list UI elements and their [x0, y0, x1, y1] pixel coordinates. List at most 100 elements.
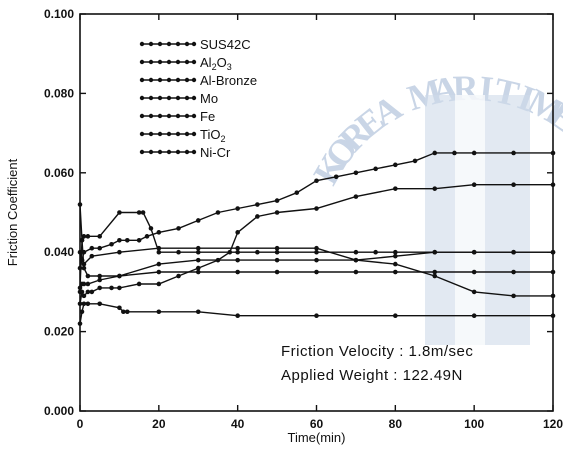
- data-point: [81, 265, 87, 271]
- legend-marker: [148, 77, 154, 83]
- legend-marker: [166, 41, 172, 47]
- data-point: [432, 273, 438, 279]
- data-point: [117, 237, 122, 243]
- data-point: [79, 237, 85, 243]
- data-point: [121, 309, 126, 315]
- legend-marker: [175, 113, 181, 119]
- data-point: [117, 210, 122, 215]
- legend-marker: [148, 41, 154, 47]
- data-point: [77, 301, 83, 307]
- data-point: [274, 269, 280, 275]
- y-tick-label: 0.100: [44, 7, 74, 21]
- data-point: [452, 150, 457, 156]
- legend-marker: [166, 59, 172, 65]
- data-point: [81, 234, 87, 239]
- data-point: [353, 269, 359, 275]
- x-tick-label: 100: [464, 417, 484, 431]
- data-point: [393, 186, 398, 191]
- data-point: [97, 277, 103, 283]
- data-point: [97, 234, 103, 239]
- legend-marker: [191, 41, 197, 47]
- x-tick-label: 80: [389, 417, 403, 431]
- data-point: [85, 289, 91, 295]
- data-point: [432, 269, 438, 275]
- data-point: [314, 178, 319, 184]
- series-group: [77, 150, 556, 326]
- legend-marker: [139, 131, 145, 137]
- data-point: [156, 269, 162, 275]
- data-point: [432, 186, 438, 191]
- data-point: [314, 245, 319, 251]
- data-point: [85, 234, 91, 239]
- data-point: [511, 150, 516, 156]
- x-tick-label: 0: [77, 417, 84, 431]
- data-point: [353, 194, 359, 199]
- data-point: [373, 249, 378, 255]
- data-point: [97, 245, 103, 251]
- legend-marker: [175, 149, 181, 155]
- data-point: [235, 245, 240, 251]
- legend-marker: [175, 95, 181, 101]
- data-point: [471, 150, 477, 156]
- y-tick-label: 0.020: [44, 325, 74, 339]
- x-tick-label: 20: [152, 417, 166, 431]
- data-point: [235, 206, 240, 211]
- data-point: [550, 269, 556, 275]
- legend-marker: [157, 41, 163, 47]
- data-point: [235, 257, 240, 263]
- series-tio2: [77, 210, 556, 291]
- y-axis-title: Friction Coefficient: [5, 158, 20, 266]
- data-point: [195, 265, 201, 271]
- data-point: [550, 249, 556, 255]
- data-point: [255, 202, 260, 207]
- legend-marker: [184, 149, 190, 155]
- y-tick-label: 0.060: [44, 166, 74, 180]
- data-point: [117, 305, 122, 311]
- data-point: [274, 249, 280, 255]
- legend-marker: [157, 113, 163, 119]
- data-point: [85, 281, 91, 287]
- legend-marker: [157, 95, 163, 101]
- data-point: [195, 245, 201, 251]
- data-point: [314, 206, 319, 211]
- data-point: [81, 301, 87, 307]
- data-point: [393, 253, 398, 259]
- data-point: [79, 309, 85, 315]
- legend-label: TiO2: [200, 127, 225, 144]
- data-point: [156, 309, 162, 315]
- data-point: [550, 313, 556, 319]
- data-point: [314, 249, 319, 255]
- legend-marker: [184, 131, 190, 137]
- data-point: [294, 190, 300, 195]
- x-tick-label: 120: [543, 417, 563, 431]
- legend-marker: [175, 131, 181, 137]
- data-point: [333, 174, 339, 180]
- data-point: [511, 269, 516, 275]
- axis-ticks: 0 20 40 60 80 100 120 0.000 0.020 0.040 0.060 0.080…: [44, 7, 563, 431]
- data-point: [156, 230, 162, 235]
- legend-item: SUS42C: [139, 37, 251, 52]
- legend-item: Al2O3: [139, 55, 232, 72]
- data-point: [195, 218, 201, 223]
- data-point: [274, 198, 280, 203]
- legend-marker: [166, 131, 172, 137]
- data-point: [176, 226, 181, 231]
- data-point: [77, 265, 83, 271]
- data-point: [195, 257, 201, 263]
- data-point: [235, 249, 240, 255]
- data-point: [77, 321, 83, 326]
- data-point: [511, 182, 516, 188]
- data-point: [393, 269, 398, 275]
- legend-marker: [148, 95, 154, 101]
- legend-marker: [184, 77, 190, 83]
- data-point: [176, 273, 181, 279]
- legend-label: Al2O3: [200, 55, 232, 72]
- legend-marker: [191, 95, 197, 101]
- data-point: [255, 214, 260, 219]
- legend-marker: [139, 41, 145, 47]
- data-point: [393, 261, 398, 267]
- data-point: [97, 301, 103, 307]
- data-point: [550, 182, 556, 188]
- annotations: Friction Velocity : 1.8m/sec Applied Weig…: [281, 343, 473, 384]
- legend-marker: [139, 77, 145, 83]
